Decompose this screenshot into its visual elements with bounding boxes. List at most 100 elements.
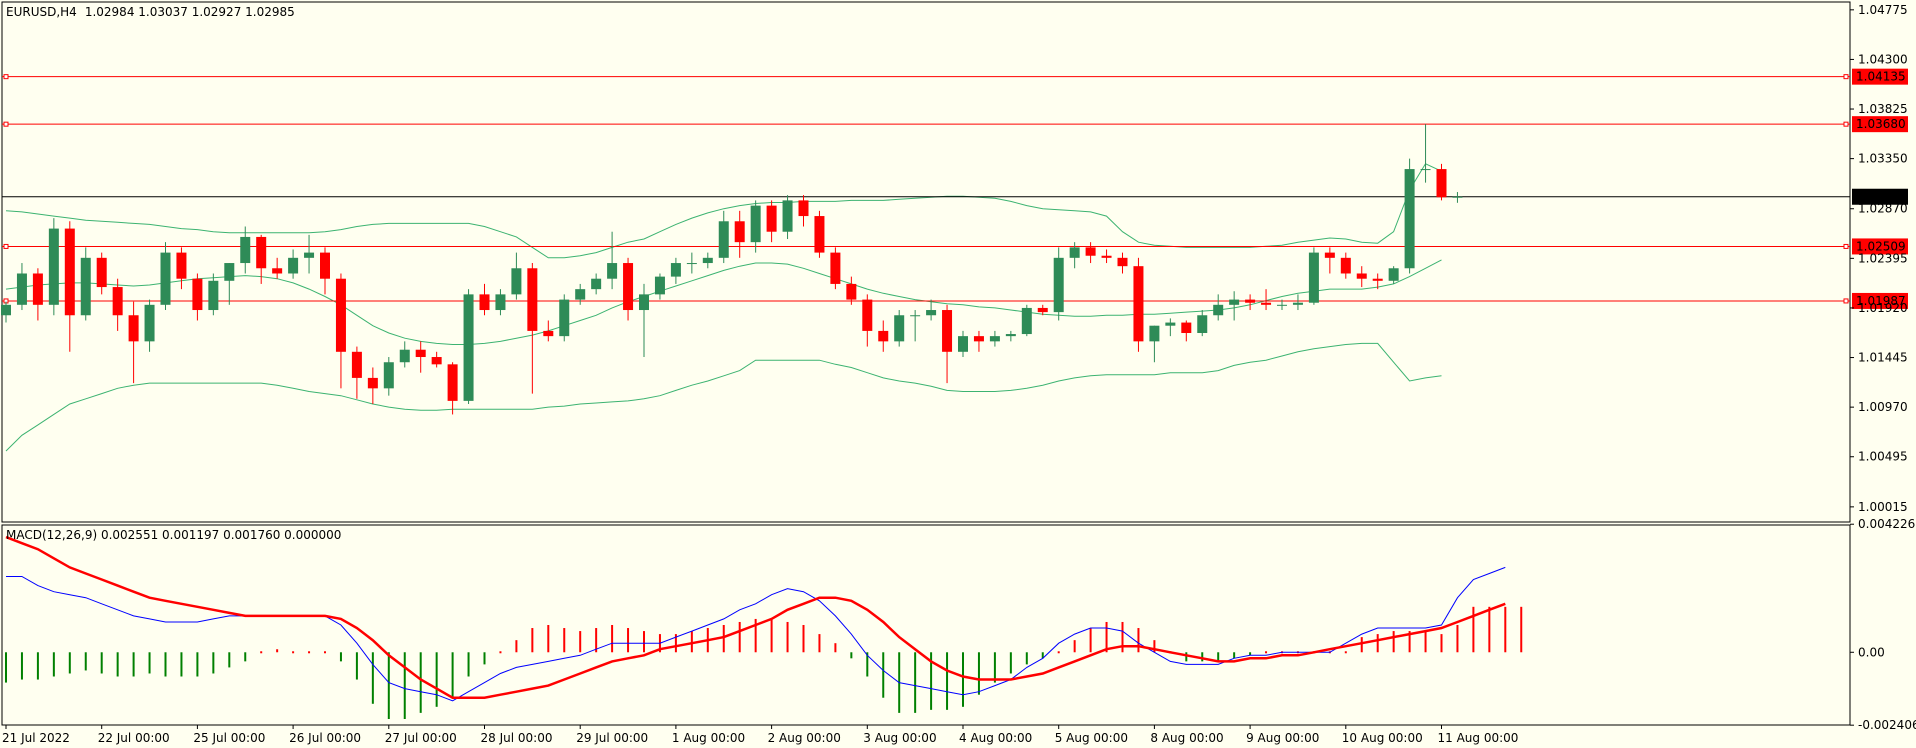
current-price-label: 1.02985 (1856, 190, 1906, 204)
candle-body (607, 263, 618, 279)
time-tick-label: 26 Jul 00:00 (289, 731, 361, 745)
candle-body (1292, 302, 1303, 305)
price-axis: 1.04775 1.04300 1.03825 1.03350 1.02870 1.023… (1850, 3, 1908, 514)
candle-body (224, 263, 235, 281)
bollinger-lower-band (5, 342, 1442, 452)
level-price-label: 1.02509 (1856, 239, 1906, 253)
candle-body (256, 236, 267, 269)
candle-body (1229, 299, 1240, 305)
candle-body (639, 294, 649, 311)
price-tick-label: 1.01445 (1858, 351, 1908, 365)
level-price-tag (1852, 292, 1908, 309)
time-tick-label: 25 Jul 00:00 (193, 731, 265, 745)
candle-body (192, 278, 203, 311)
candle-body (846, 283, 857, 300)
main-panel-frame (1, 1, 1851, 523)
price-tick-label: 1.03825 (1858, 102, 1908, 116)
candle-body (782, 200, 793, 232)
level-marker-left (3, 74, 9, 80)
candle-body (575, 289, 586, 300)
candle-body (973, 336, 984, 342)
current-price-tag (1852, 188, 1908, 205)
horizontal-levels: 1.04135 1.03680 1.02509 1.01987 1.02985 (2, 68, 1908, 309)
time-tick-label: 11 Aug 00:00 (1438, 731, 1519, 745)
time-tick-label: 9 Aug 00:00 (1246, 731, 1319, 745)
candle-body (1388, 268, 1399, 281)
candle-body (989, 336, 1000, 342)
candle-body (862, 299, 873, 331)
candle-body (798, 200, 809, 217)
candle-body (1085, 247, 1096, 256)
candle-body (1308, 252, 1319, 303)
candle-body (1277, 304, 1287, 306)
candle-body (176, 252, 187, 279)
candle-body (431, 357, 442, 365)
candle-body (335, 278, 346, 352)
candle-body (559, 299, 570, 337)
candle-body (479, 294, 490, 311)
candle-body (1101, 255, 1112, 258)
candle-body (1261, 302, 1272, 305)
candle-body (1021, 307, 1032, 335)
time-tick-label: 28 Jul 00:00 (481, 731, 553, 745)
candle-body (144, 304, 155, 342)
candle-body (1117, 257, 1128, 267)
time-axis: 21 Jul 2022 22 Jul 00:00 25 Jul 00:00 26 Ju… (2, 725, 1518, 745)
candle-body (160, 252, 171, 305)
level-marker-right (1843, 243, 1849, 249)
candle-body (1324, 252, 1335, 258)
price-tick-label: 1.00970 (1858, 400, 1908, 414)
candle-body (511, 268, 522, 295)
candle-body (64, 228, 75, 316)
level-marker-right (1843, 298, 1849, 304)
candle-body (814, 216, 825, 253)
candle-body (1149, 325, 1160, 342)
candle-body (1005, 334, 1016, 337)
macd-tick-label: 0.00 (1858, 645, 1885, 659)
candle-body (351, 351, 362, 378)
candle-body (96, 257, 107, 288)
level-marker-right (1843, 74, 1849, 80)
candle-body (623, 263, 634, 311)
time-tick-label: 21 Jul 2022 (2, 731, 70, 745)
price-tick-label: 1.02395 (1858, 251, 1908, 265)
level-price-tag (1852, 116, 1908, 133)
level-price-tag (1852, 68, 1908, 85)
candle-body (878, 330, 889, 342)
candle-body (447, 364, 458, 401)
time-tick-label: 10 Aug 00:00 (1342, 731, 1423, 745)
level-marker-right (1843, 121, 1849, 127)
candle-body (112, 287, 123, 316)
candle-body (926, 310, 937, 316)
candle-body (1436, 169, 1447, 198)
macd-signal-line (5, 535, 1506, 699)
time-tick-label: 3 Aug 00:00 (863, 731, 936, 745)
macd-panel-frame (1, 524, 1851, 726)
candle-body (1452, 196, 1463, 198)
candle-body (399, 349, 410, 363)
level-price-label: 1.01987 (1856, 294, 1906, 308)
price-tick-label: 1.00015 (1858, 500, 1908, 514)
time-tick-label: 1 Aug 00:00 (672, 731, 745, 745)
candle-body (1, 304, 11, 316)
candle-body (1340, 257, 1351, 274)
candle-body (16, 273, 27, 305)
candle-body (670, 263, 681, 277)
candle-body (1053, 257, 1064, 313)
candle-body (766, 205, 777, 232)
symbol-header: EURUSD,H4 1.02984 1.03037 1.02927 1.02985 (6, 5, 295, 19)
candle-body (208, 280, 219, 311)
symbol-label: EURUSD,H4 (6, 5, 77, 19)
candle-body (910, 315, 921, 317)
candle-body (1197, 315, 1208, 334)
candle-body (750, 205, 761, 243)
candle-body (527, 268, 538, 331)
candle-body (272, 268, 283, 274)
candle-body (591, 278, 602, 290)
candle-body (383, 362, 394, 389)
candle-body (320, 252, 330, 279)
price-tick-label: 1.04775 (1858, 3, 1908, 17)
candle-body (543, 330, 554, 337)
